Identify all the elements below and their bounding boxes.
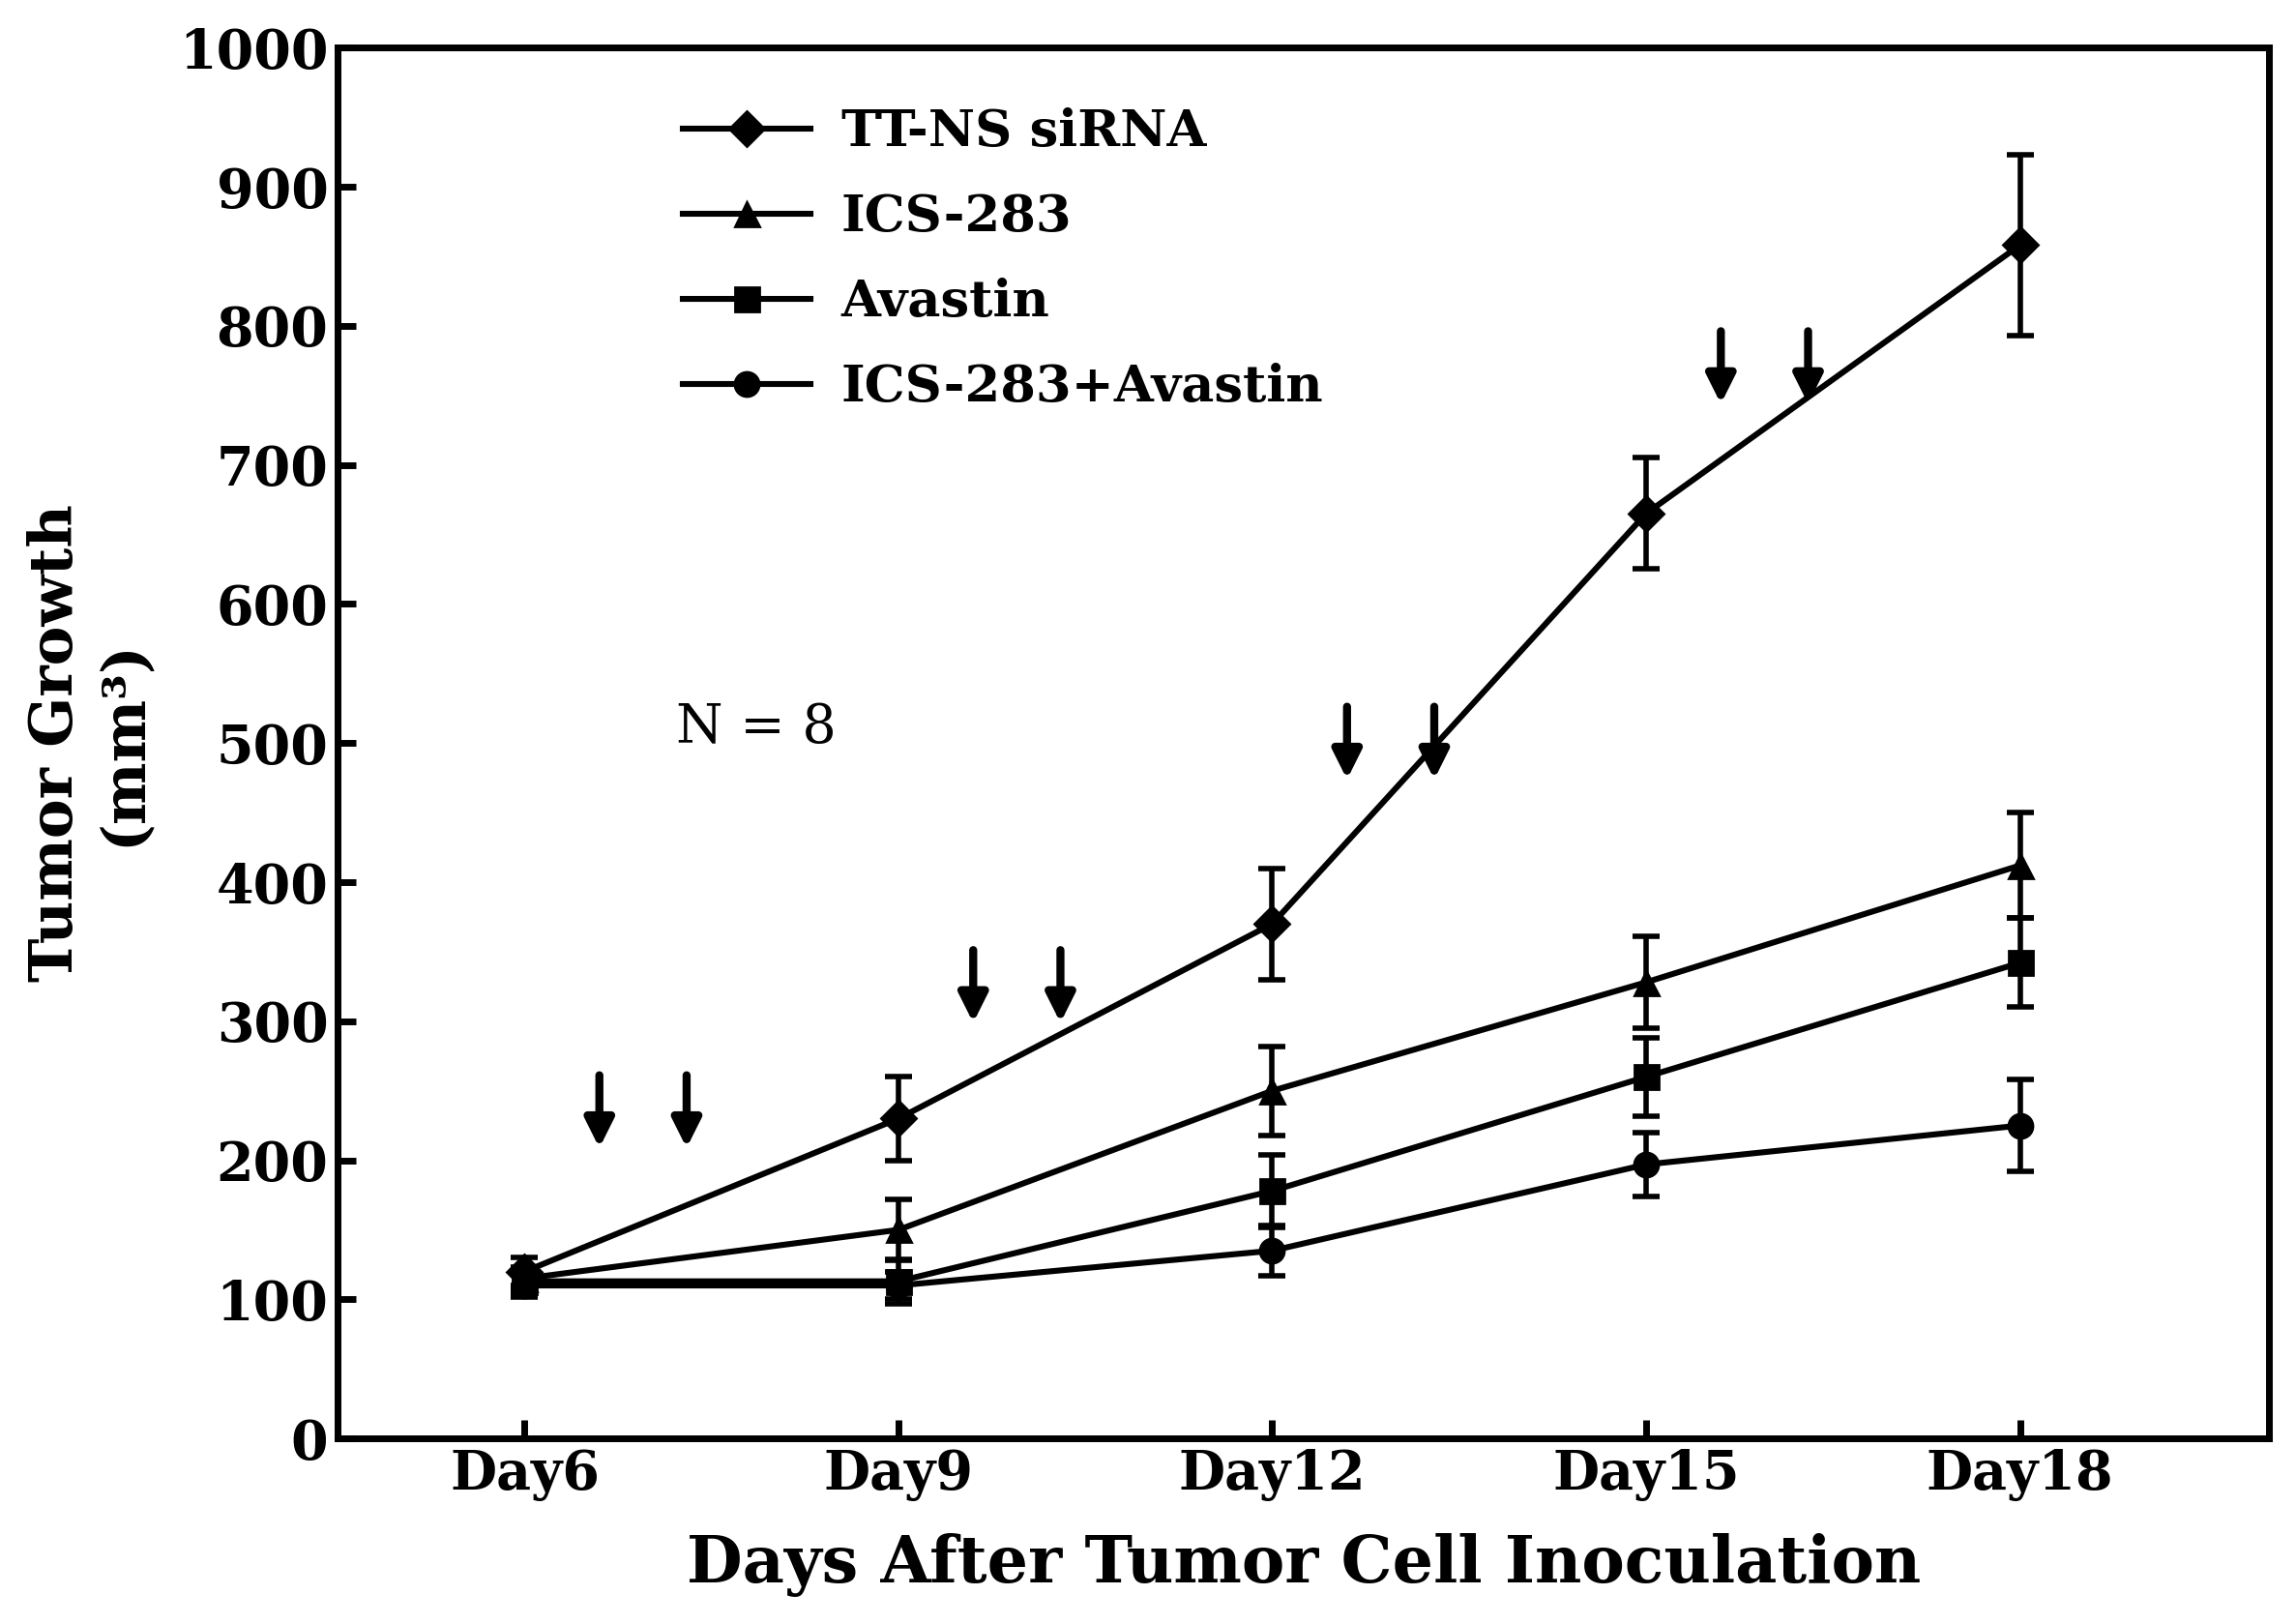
Legend: TT-NS siRNA, ICS-283, Avastin, ICS-283+Avastin: TT-NS siRNA, ICS-283, Avastin, ICS-283+A…	[664, 88, 1343, 432]
X-axis label: Days After Tumor Cell Inoculation: Days After Tumor Cell Inoculation	[687, 1533, 1919, 1596]
Y-axis label: Tumor Growth
(mm³): Tumor Growth (mm³)	[28, 503, 152, 983]
Text: N = 8: N = 8	[675, 702, 836, 755]
